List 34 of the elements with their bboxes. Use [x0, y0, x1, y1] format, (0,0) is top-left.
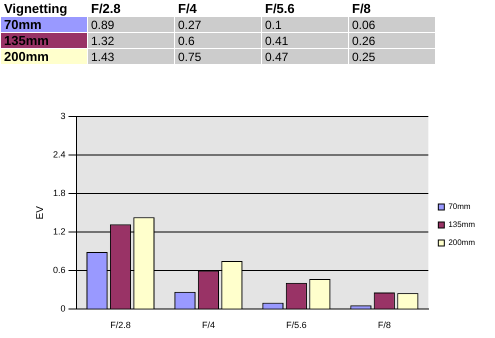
legend-label: 200mm — [448, 238, 476, 248]
y-tick-label: 1.2 — [52, 226, 66, 237]
y-tick-label: 3 — [60, 110, 66, 121]
category-label: F/5.6 — [265, 1, 295, 16]
data-label: 0.41 — [262, 32, 348, 48]
data-label: 0.25 — [348, 48, 436, 64]
category-label: F/4 — [178, 1, 197, 16]
y-tick-label: 0.6 — [52, 265, 66, 276]
text: 135mm — [4, 33, 49, 48]
y-tick-label: 2.4 — [52, 149, 66, 160]
text: 70mm — [4, 17, 42, 32]
data-label: 0.75 — [174, 48, 262, 64]
x-tick-label: F/4 — [202, 320, 215, 330]
category-label: F/2.8 — [91, 1, 121, 16]
data-label: 0.27 — [174, 16, 262, 32]
data-label: 0.6 — [174, 32, 262, 48]
category-label: F/8 — [352, 1, 371, 16]
data-label: 1.43 — [88, 48, 174, 64]
legend-label: 135mm — [448, 220, 476, 230]
data-label: 0.89 — [88, 16, 174, 32]
x-tick-label: F/8 — [378, 320, 391, 330]
data-label: 0.47 — [262, 48, 348, 64]
data-label: 0.26 — [348, 32, 436, 48]
y-tick-label: 1.8 — [52, 188, 66, 198]
legend-label: 70mm — [448, 202, 471, 212]
chart-title: Vignetting — [0, 0, 88, 16]
x-tick-label: F/2.8 — [110, 320, 131, 330]
data-label: 0.06 — [348, 16, 436, 32]
x-tick-label: F/5.6 — [286, 320, 307, 330]
y-axis-title: EV — [34, 206, 46, 220]
data-label: 0.1 — [262, 16, 348, 32]
text: 200mm — [4, 49, 49, 64]
y-tick-label: 0 — [60, 304, 66, 314]
data-label: 1.32 — [88, 32, 174, 48]
